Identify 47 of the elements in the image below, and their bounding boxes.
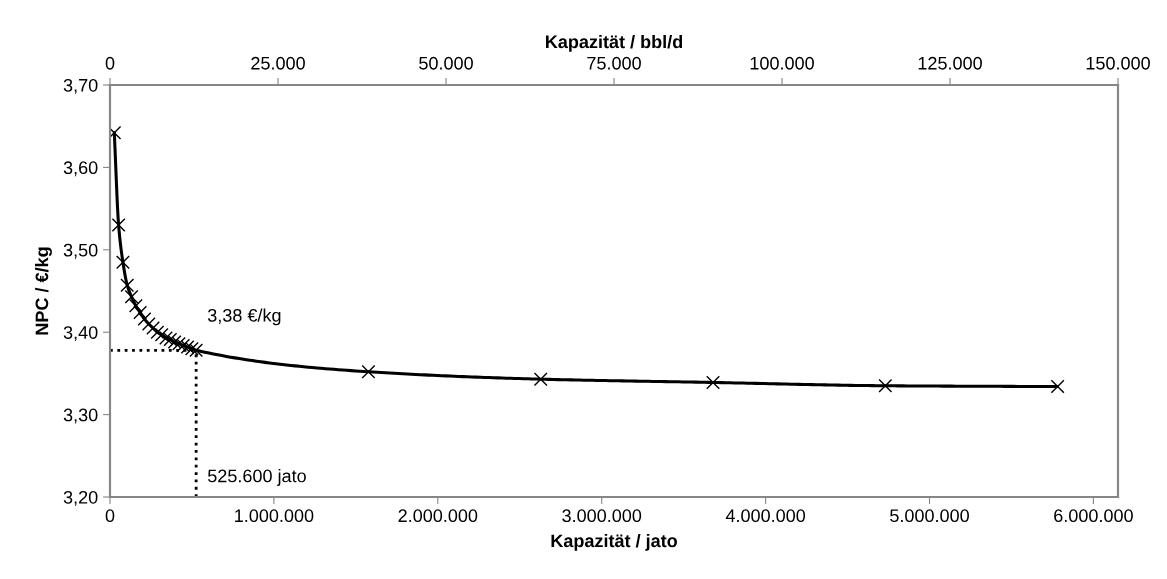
point xyxy=(189,343,204,358)
x2-tick-label: 75.000 xyxy=(587,56,641,70)
x-tick-label: 5.000.000 xyxy=(890,509,969,523)
x2-tick-label: 0 xyxy=(105,56,115,70)
y-axis-title: NPC / €/kg xyxy=(35,247,52,335)
x-axis-title: Kapazität / jato xyxy=(551,533,677,551)
point xyxy=(150,325,165,340)
point xyxy=(184,341,199,356)
x2-tick-label: 125.000 xyxy=(918,56,982,70)
point xyxy=(133,305,148,320)
x-tick-label: 6.000.000 xyxy=(1054,509,1133,523)
point xyxy=(124,289,139,304)
point xyxy=(159,331,173,345)
y-tick-label: 3,70 xyxy=(63,78,98,94)
point xyxy=(167,335,182,350)
ref-line-label: 3,38 €/kg xyxy=(207,308,281,326)
ref-line-label: 525.600 jato xyxy=(207,469,306,486)
point xyxy=(171,336,186,351)
point xyxy=(115,255,130,270)
point xyxy=(706,375,720,390)
point xyxy=(120,278,135,293)
point xyxy=(878,378,893,393)
point xyxy=(533,372,548,387)
x-tick-label: 4.000.000 xyxy=(725,509,806,523)
y-tick-label: 3,30 xyxy=(63,408,98,424)
x2-tick-label: 100.000 xyxy=(750,56,814,70)
point xyxy=(180,340,195,354)
y-tick-label: 3,20 xyxy=(63,490,98,506)
y-tick-label: 3,60 xyxy=(63,161,98,177)
x-tick-label: 0 xyxy=(105,509,115,523)
x2-tick-label: 50.000 xyxy=(419,56,473,70)
point xyxy=(128,298,143,313)
y-tick-label: 3,50 xyxy=(63,243,98,259)
x-tick-label: 2.000.000 xyxy=(398,509,478,523)
x-tick-label: 3.000.000 xyxy=(562,509,642,523)
point xyxy=(176,338,191,353)
point xyxy=(154,327,169,342)
x2-tick-label: 150.000 xyxy=(1086,56,1150,70)
x-tick-label: 1.000.000 xyxy=(235,509,314,523)
point xyxy=(1050,379,1065,394)
point xyxy=(137,312,152,326)
point xyxy=(361,364,376,379)
x2-axis-title: Kapazität / bbl/d xyxy=(546,34,683,52)
y-tick-label: 3,40 xyxy=(63,326,98,342)
point xyxy=(163,332,178,347)
x2-tick-label: 25.000 xyxy=(251,56,305,70)
point xyxy=(111,218,126,233)
